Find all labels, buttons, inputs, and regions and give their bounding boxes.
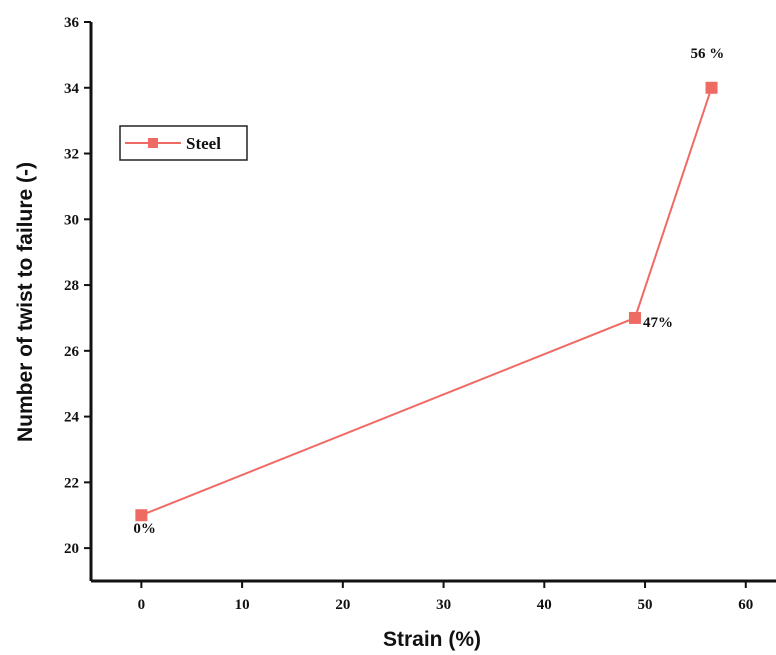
- data-point: [135, 509, 148, 522]
- y-tick-label: 26: [64, 344, 80, 360]
- x-tick-label: 40: [537, 597, 552, 613]
- data-annotation: 56 %: [691, 46, 725, 62]
- y-tick-label: 30: [64, 212, 79, 228]
- x-tick-label: 30: [436, 597, 451, 613]
- series-layer: [135, 81, 718, 522]
- data-annotation: 47%: [643, 315, 673, 331]
- annotations: 0% 47% 56 %: [133, 46, 724, 537]
- y-tick-label: 22: [64, 475, 79, 491]
- data-annotation: 0%: [133, 521, 156, 537]
- y-tick-label: 28: [64, 278, 79, 294]
- legend-marker: [148, 138, 158, 148]
- data-point: [628, 311, 641, 324]
- y-tick-label: 20: [64, 541, 79, 557]
- x-axis-title: Strain (%): [383, 628, 481, 651]
- y-tick-label: 36: [64, 15, 80, 31]
- x-tick-label: 20: [335, 597, 350, 613]
- data-point: [705, 81, 718, 94]
- x-tick-label: 50: [638, 597, 653, 613]
- legend-label: Steel: [186, 134, 221, 153]
- x-tick-label: 10: [235, 597, 250, 613]
- y-axis-title: Number of twist to failure (-): [14, 162, 37, 442]
- axes: [89, 22, 776, 583]
- y-tick-label: 32: [64, 147, 79, 163]
- x-tick-label: 0: [138, 597, 146, 613]
- legend: Steel: [119, 125, 248, 161]
- x-tick-label: 60: [738, 597, 753, 613]
- ticks: 0 10 20 30 40 50 60 20 22 24 26 28 30 32 34 36: [64, 15, 753, 613]
- y-tick-label: 34: [64, 81, 80, 97]
- y-tick-label: 24: [64, 410, 80, 426]
